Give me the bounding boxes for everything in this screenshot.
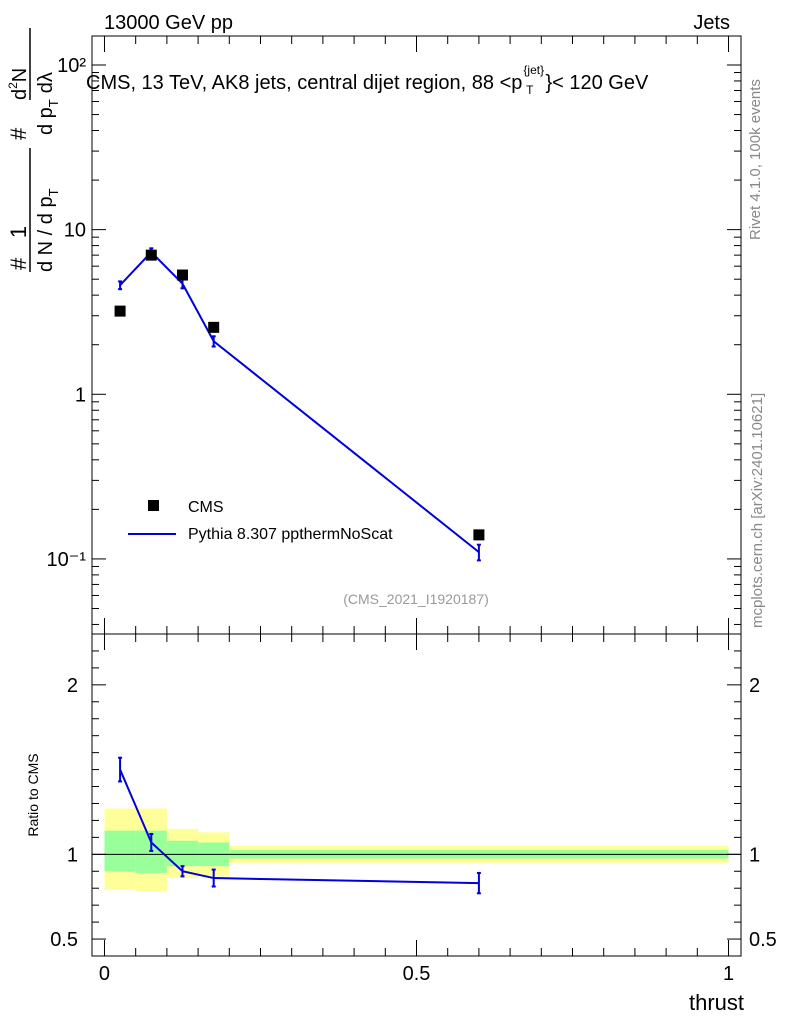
x-axis-label: thrust [689,990,744,1015]
ylabel-one: 1 [6,226,31,238]
main-panel: 10⁻¹ 1 10 10² (CMS_2021_I1920187) CMS, 13 T… [47,35,742,635]
ylabel-hash-2: # [6,127,31,140]
pythia-error-bar [476,543,481,562]
ylabel-hash: # [6,257,31,270]
rivet-version-label: Rivet 4.1.0, 100k events [747,79,764,240]
ratio-error-bar [118,756,123,783]
ratio-band-inner [104,830,136,872]
pythia-error-bar [118,280,123,291]
cms-data-point [114,305,126,317]
legend: CMS Pythia 8.307 ppthermNoScat [128,499,393,543]
x-tick-label: 1 [723,963,734,985]
main-y-tick-label: 1 [75,384,86,406]
main-frame [91,35,742,635]
main-ylabel: # 1 d N / d pT # d2N d pTdλ [6,28,61,272]
ratio-y-tick-label: 2 [67,675,78,697]
ylabel-num-denominator: d pTdλ [35,72,61,135]
main-y-tick-label: 10² [57,55,86,77]
ratio-ticks: 0.5 0.5 1 1 2 2 0 0.5 1 [50,633,777,985]
pythia-error-bar [211,335,216,348]
ratio-y-tick-label-right: 1 [749,844,760,866]
chart-title: CMS, 13 TeV, AK8 jets, central dijet reg… [86,63,649,97]
cms-data-point [176,269,188,281]
ylabel-denominator: d N / d pT [35,188,61,272]
legend-label-pythia: Pythia 8.307 ppthermNoScat [188,526,393,543]
x-tick-label: 0 [99,963,110,985]
ylabel-numerator: d2N [6,68,31,100]
cms-data-point [208,321,220,333]
ratio-error-bar [180,865,185,878]
analysis-watermark: (CMS_2021_I1920187) [343,591,489,607]
main-y-tick-label: 10⁻¹ [47,549,87,571]
legend-label-cms: CMS [188,499,224,516]
ratio-y-tick-label-right: 2 [749,675,760,697]
ratio-panel: 0.5 0.5 1 1 2 2 0 0.5 1 Ratio to CMS thrust [25,633,777,1015]
ratio-error-bar [211,868,216,888]
x-tick-label: 0.5 [403,963,431,985]
legend-marker-cms [148,500,159,511]
ratio-error-bar [149,832,154,852]
ratio-frame [91,633,742,957]
main-y-tick-label: 10 [64,220,86,242]
category-label: Jets [693,12,730,34]
cms-data-point [145,249,157,261]
ratio-error-bar [476,871,481,895]
ratio-uncertainty-bands [104,808,729,892]
main-y-ticks: 10⁻¹ 1 10 10² [47,36,741,634]
ratio-y-tick-label: 0.5 [50,929,78,951]
mcplots-label: mcplots.cern.ch [arXiv:2401.10621] [749,393,766,628]
cms-data-point [473,529,485,541]
ratio-y-tick-label: 1 [67,844,78,866]
energy-label: 13000 GeV pp [104,12,233,34]
pythia-line [119,250,480,553]
ratio-ylabel: Ratio to CMS [25,753,41,836]
ratio-y-tick-label-right: 0.5 [749,929,777,951]
